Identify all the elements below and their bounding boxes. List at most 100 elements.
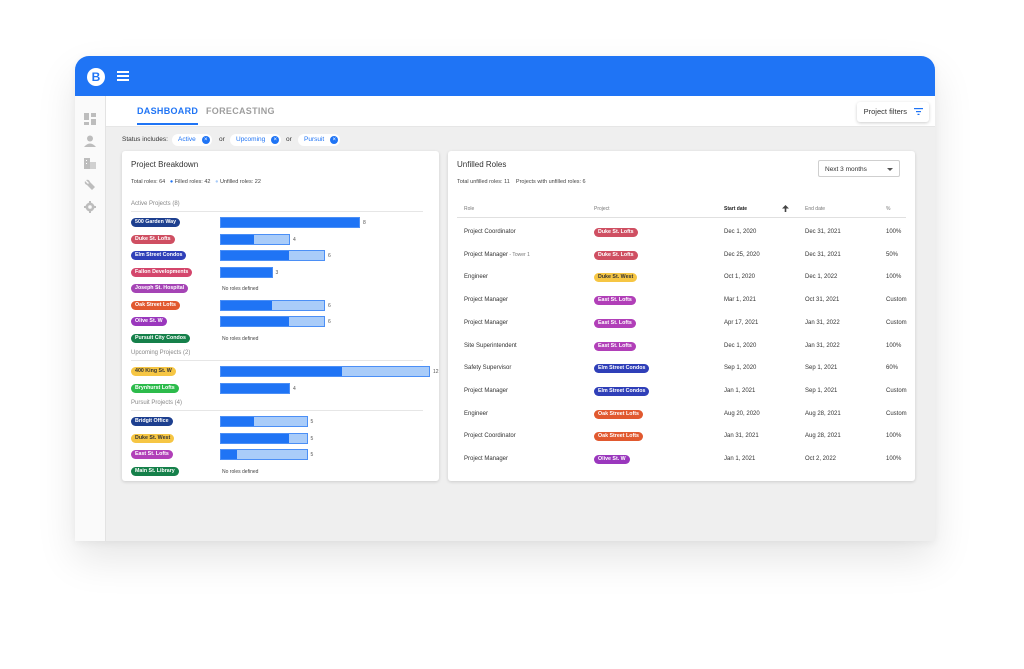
- project-pill[interactable]: Brynhurst Lofts: [131, 383, 179, 393]
- role-total-bar: [220, 250, 325, 261]
- project-pill[interactable]: East St. Lofts: [594, 318, 636, 328]
- project-pill[interactable]: Duke St. Lofts: [131, 234, 175, 244]
- percent-cell: 100%: [886, 456, 902, 462]
- project-pill[interactable]: Oak Street Lofts: [594, 409, 643, 419]
- start-date-cell: Sep 1, 2020: [724, 365, 757, 372]
- chip-label: Active: [178, 136, 196, 143]
- table-row[interactable]: [448, 222, 915, 244]
- end-date-cell: Sep 1, 2021: [805, 387, 838, 394]
- role-name: Project Coordinator: [464, 229, 516, 235]
- project-pill[interactable]: Fallon Developments: [131, 267, 193, 277]
- percent-cell: 50%: [886, 251, 899, 258]
- project-pill[interactable]: East St. Lofts: [594, 296, 636, 306]
- project-pill[interactable]: Duke St. Lofts: [594, 250, 638, 260]
- role-cell: Project Coordinator: [464, 229, 516, 235]
- column-header-role[interactable]: Role: [464, 206, 475, 212]
- role-total-bar: [220, 217, 360, 228]
- project-pill[interactable]: Joseph St. Hospital: [131, 284, 189, 293]
- section-divider: [131, 211, 423, 212]
- role-filled-bar: [221, 234, 254, 244]
- table-row[interactable]: [448, 313, 915, 335]
- project-pill[interactable]: Elm Street Condos: [594, 386, 650, 396]
- role-filled-bar: [221, 367, 342, 376]
- project-pill[interactable]: Pursuit City Condos: [131, 333, 190, 343]
- table-row[interactable]: [448, 404, 915, 426]
- project-pill[interactable]: Oak Street Lofts: [131, 300, 180, 310]
- column-header-percent[interactable]: %: [886, 206, 891, 212]
- start-date-cell: Oct 1, 2020: [724, 274, 756, 281]
- gear-icon[interactable]: [84, 201, 96, 213]
- project-pill[interactable]: Oak Street Lofts: [594, 432, 643, 442]
- person-icon[interactable]: [84, 135, 96, 147]
- role-name: Project Manager: [464, 456, 509, 462]
- top-app-bar: B: [75, 56, 935, 96]
- column-header-end-date[interactable]: End date: [805, 206, 826, 212]
- date-range-select[interactable]: Next 3 months: [818, 160, 900, 177]
- table-row[interactable]: [448, 381, 915, 403]
- table-row[interactable]: [448, 336, 915, 358]
- project-pill[interactable]: Olive St. W: [131, 317, 167, 326]
- role-filled-bar: [221, 300, 272, 310]
- side-navigation: [75, 96, 106, 541]
- status-chip-upcoming[interactable]: Upcoming ×: [230, 134, 282, 146]
- table-row[interactable]: [448, 449, 915, 471]
- start-date-cell: Mar 1, 2021: [724, 297, 757, 304]
- building-icon[interactable]: [84, 157, 96, 169]
- remove-chip-icon[interactable]: ×: [271, 136, 280, 144]
- role-cell: Safety Supervisor: [464, 365, 511, 371]
- project-filters-button[interactable]: Project filters: [856, 102, 929, 122]
- column-header-start-date[interactable]: Start date: [724, 206, 748, 212]
- card-title: Unfilled Roles: [457, 160, 507, 169]
- start-date-cell: Dec 1, 2020: [724, 229, 757, 235]
- role-total-bar: [220, 233, 290, 245]
- project-pill[interactable]: Elm Street Condos: [594, 364, 650, 374]
- start-date-cell: Dec 1, 2020: [724, 342, 757, 349]
- column-header-project[interactable]: Project: [594, 206, 610, 212]
- remove-chip-icon[interactable]: ×: [201, 136, 210, 144]
- project-pill[interactable]: Bridgit Office: [131, 417, 173, 426]
- wrench-icon[interactable]: [84, 179, 96, 191]
- tab-forecasting[interactable]: FORECASTING: [206, 106, 275, 116]
- unfilled-roles-card: Unfilled Roles Total unfilled roles: 11 …: [448, 151, 915, 481]
- project-pill[interactable]: Elm Street Condos: [131, 251, 187, 260]
- app-window: B DASHBOARD FORECASTING Project filters …: [75, 56, 935, 541]
- percent-cell: 100%: [886, 342, 902, 349]
- role-count: 5: [310, 435, 314, 442]
- project-pill[interactable]: Duke St. West: [594, 273, 638, 283]
- project-breakdown-card: Project Breakdown Total roles: 64 ● Fill…: [122, 151, 439, 481]
- table-row[interactable]: [448, 358, 915, 380]
- app-logo[interactable]: B: [87, 68, 105, 86]
- date-range-value: Next 3 months: [825, 166, 867, 173]
- table-row[interactable]: [448, 267, 915, 289]
- hamburger-menu-icon[interactable]: [117, 71, 129, 81]
- dashboard-icon[interactable]: [84, 113, 96, 125]
- status-chip-pursuit[interactable]: Pursuit ×: [298, 134, 341, 146]
- project-pill[interactable]: Olive St. W: [594, 455, 630, 464]
- start-date-cell: Aug 20, 2020: [724, 410, 760, 417]
- role-filled-bar: [221, 417, 254, 426]
- percent-cell: 100%: [886, 274, 902, 281]
- project-pill[interactable]: East St. Lofts: [594, 341, 636, 351]
- project-pill[interactable]: Main St. Library: [131, 466, 179, 476]
- role-cell: Engineer: [464, 411, 488, 417]
- end-date-cell: Oct 31, 2021: [805, 297, 840, 304]
- remove-chip-icon[interactable]: ×: [330, 136, 339, 144]
- project-pill[interactable]: 400 King St. W: [131, 367, 176, 376]
- sort-ascending-icon[interactable]: [782, 205, 789, 212]
- role-name: Engineer: [464, 410, 489, 417]
- table-row[interactable]: [448, 290, 915, 312]
- no-roles-text: No roles defined: [222, 335, 259, 342]
- end-date-cell: Dec 31, 2021: [805, 229, 841, 235]
- project-pill[interactable]: East St. Lofts: [131, 450, 173, 459]
- table-row[interactable]: [448, 426, 915, 448]
- section-divider: [131, 410, 423, 411]
- status-chip-active[interactable]: Active ×: [172, 134, 212, 146]
- role-cell: Project Manager - Tower 1: [464, 252, 530, 258]
- project-pill[interactable]: 500 Garden Way: [131, 218, 181, 227]
- project-pill[interactable]: Duke St. West: [131, 433, 175, 443]
- active-tab-indicator: [137, 123, 198, 125]
- role-filled-bar: [221, 251, 289, 260]
- project-pill[interactable]: Duke St. Lofts: [594, 228, 638, 237]
- end-date-cell: Dec 31, 2021: [805, 251, 841, 258]
- tab-dashboard[interactable]: DASHBOARD: [137, 106, 199, 116]
